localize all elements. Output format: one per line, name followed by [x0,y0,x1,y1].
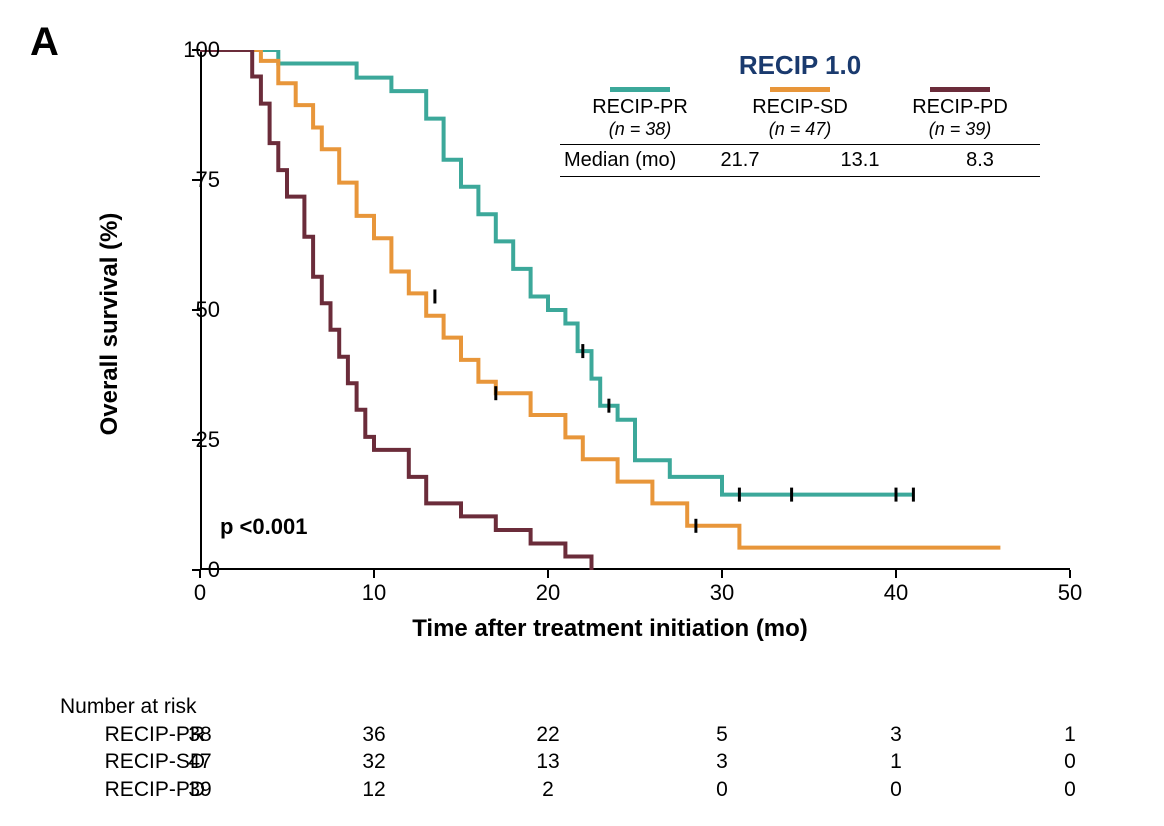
p-value-text: p <0.001 [220,514,307,540]
risk-value: 3 [876,721,916,748]
x-tick [1069,570,1071,578]
risk-row: RECIP-PD39122000 [60,776,1100,803]
risk-value: 3 [702,748,742,775]
x-axis-title: Time after treatment initiation (mo) [412,615,808,643]
risk-value: 5 [702,721,742,748]
risk-value: 22 [528,721,568,748]
legend-series-name: RECIP-SD [725,96,875,119]
x-tick-label: 40 [884,580,908,606]
risk-value: 1 [1050,721,1090,748]
y-axis-title: Overall survival (%) [96,213,124,436]
x-tick-label: 0 [194,580,206,606]
x-tick-label: 50 [1058,580,1082,606]
legend-median-value: 13.1 [800,145,920,176]
legend-title: RECIP 1.0 [560,50,1040,81]
panel-label: A [30,20,59,65]
legend-series-n: (n = 38) [565,119,715,140]
legend: RECIP 1.0 RECIP-PR(n = 38)RECIP-SD(n = 4… [560,50,1040,177]
legend-item: RECIP-PR(n = 38) [565,87,715,140]
legend-item: RECIP-PD(n = 39) [885,87,1035,140]
legend-series-n: (n = 47) [725,119,875,140]
risk-value: 0 [702,776,742,803]
risk-value: 1 [876,748,916,775]
y-tick-label: 75 [170,167,220,193]
legend-swatch [930,87,990,92]
risk-table-title: Number at risk [60,695,1100,719]
risk-value: 0 [876,776,916,803]
legend-median-label: Median (mo) [560,145,680,176]
risk-value: 39 [180,776,220,803]
x-tick [373,570,375,578]
legend-median-value: 8.3 [920,145,1040,176]
risk-value: 0 [1050,776,1090,803]
risk-value: 13 [528,748,568,775]
risk-value: 0 [1050,748,1090,775]
risk-value: 12 [354,776,394,803]
risk-row: RECIP-PR383622531 [60,721,1100,748]
legend-swatch [770,87,830,92]
legend-series-name: RECIP-PD [885,96,1035,119]
plot-area: p <0.001 RECIP 1.0 RECIP-PR(n = 38)RECIP… [200,50,1070,570]
y-tick-label: 50 [170,297,220,323]
risk-value: 2 [528,776,568,803]
legend-series-n: (n = 39) [885,119,1035,140]
risk-value: 38 [180,721,220,748]
x-tick-label: 30 [710,580,734,606]
y-tick-label: 100 [170,37,220,63]
risk-row: RECIP-SD473213310 [60,748,1100,775]
km-curve-recip-pd [200,50,592,570]
x-tick [547,570,549,578]
y-tick-label: 25 [170,427,220,453]
legend-item: RECIP-SD(n = 47) [725,87,875,140]
legend-median-value: 21.7 [680,145,800,176]
x-tick-label: 10 [362,580,386,606]
km-chart: Overall survival (%) Time after treatmen… [120,30,1100,680]
risk-value: 36 [354,721,394,748]
risk-value: 47 [180,748,220,775]
x-tick [721,570,723,578]
x-tick [895,570,897,578]
risk-value: 32 [354,748,394,775]
risk-table: Number at risk RECIP-PR383622531RECIP-SD… [60,695,1100,803]
x-tick-label: 20 [536,580,560,606]
legend-swatch [610,87,670,92]
legend-series-name: RECIP-PR [565,96,715,119]
